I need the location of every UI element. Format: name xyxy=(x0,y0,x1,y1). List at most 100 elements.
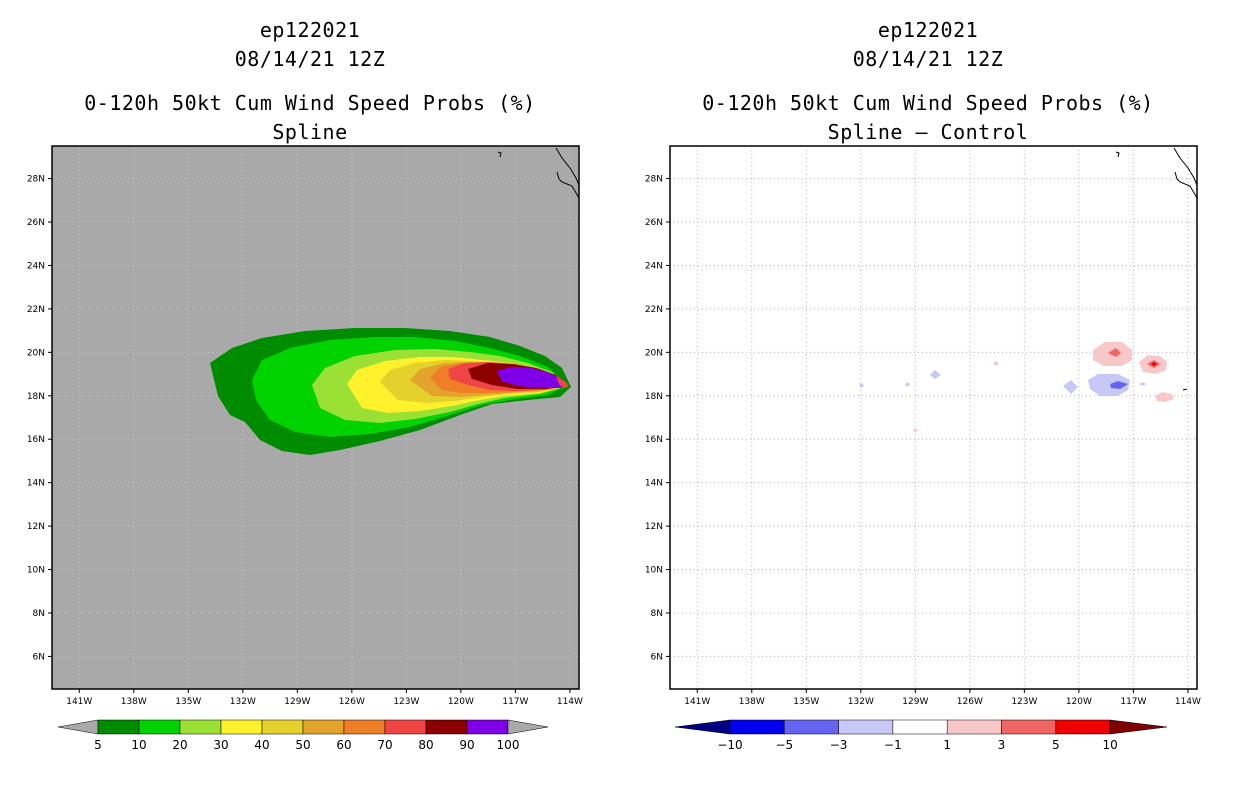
left-colorbar-swatch xyxy=(138,719,181,735)
right-xtick-label: 114W xyxy=(1175,697,1201,707)
left-colorbar-swatch xyxy=(220,719,263,735)
left-colorbar-label: 5 xyxy=(94,738,102,752)
diff-neg-blob-3 xyxy=(930,370,941,379)
right-ytick-label: 22N xyxy=(645,305,663,315)
left-colorbar-label: 10 xyxy=(131,738,146,752)
left-colorbar-swatch xyxy=(384,719,427,735)
right-xtick-label: 135W xyxy=(793,697,819,707)
left-colorbar-over-arrow xyxy=(507,719,549,735)
right-colorbar-swatch xyxy=(1055,719,1111,735)
right-colorbar-swatch xyxy=(784,719,839,735)
diff-pos-blob-4 xyxy=(993,361,999,366)
diff-neg-blob-2 xyxy=(1063,380,1078,394)
right-colorbar-label: −1 xyxy=(884,738,902,752)
right-xtick-label: 141W xyxy=(684,697,710,707)
diff-pos-core-1 xyxy=(1108,348,1121,357)
left-colorbar-label: 50 xyxy=(295,738,310,752)
left-xtick-label: 120W xyxy=(448,697,474,707)
left-ytick-label: 26N xyxy=(27,218,45,228)
right-colorbar-swatch xyxy=(838,719,894,735)
left-xtick-label: 135W xyxy=(175,697,201,707)
left-xtick-label: 114W xyxy=(557,697,583,707)
left-xtick-label: 138W xyxy=(121,697,147,707)
right-init-time: 08/14/21 12Z xyxy=(852,47,1004,71)
right-colorbar-over-arrow xyxy=(1109,719,1168,735)
right-map-background xyxy=(670,146,1197,689)
left-xtick-label: 117W xyxy=(502,697,528,707)
left-colorbar-label: 30 xyxy=(213,738,228,752)
left-ytick-label: 14N xyxy=(27,479,45,489)
left-gridlines xyxy=(52,146,579,689)
left-chart-title: 0-120h 50kt Cum Wind Speed Probs (%) xyxy=(84,91,536,115)
left-colorbar-swatch xyxy=(302,719,345,735)
diff-neg-blob-4 xyxy=(1139,382,1146,386)
right-ytick-label: 18N xyxy=(645,392,663,402)
left-xtick-label: 123W xyxy=(393,697,419,707)
right-ytick-label: 12N xyxy=(645,522,663,532)
left-colorbar-label: 100 xyxy=(497,738,520,752)
right-colorbar-label: −3 xyxy=(830,738,848,752)
right-xtick-label: 123W xyxy=(1011,697,1037,707)
right-xtick-label: 138W xyxy=(739,697,765,707)
right-ytick-label: 20N xyxy=(645,348,663,358)
diff-pos-blob-5 xyxy=(913,428,918,432)
right-coastline xyxy=(1115,147,1198,199)
left-map-frame xyxy=(51,145,580,690)
diff-pos-core-2b xyxy=(1151,362,1157,366)
right-gridlines xyxy=(670,146,1197,689)
left-ytick-label: 10N xyxy=(27,566,45,576)
diff-neg-core-1 xyxy=(1110,381,1128,389)
left-colorbar-under-arrow xyxy=(57,719,99,735)
right-colorbar-label: −5 xyxy=(775,738,793,752)
left-colorbar-label: 40 xyxy=(254,738,269,752)
right-xtick-label: 117W xyxy=(1120,697,1146,707)
left-colorbar-swatch xyxy=(466,719,509,735)
left-y-axis: 28N 26N 24N 22N 20N 18N 16N 14N 12N 10N 8N 6N xyxy=(27,175,52,662)
right-colorbar-swatch xyxy=(892,719,948,735)
right-ytick-label: 6N xyxy=(651,652,663,662)
left-ytick-label: 22N xyxy=(27,305,45,315)
right-colorbar-under-arrow xyxy=(674,719,731,735)
left-colorbar-label: 90 xyxy=(459,738,474,752)
left-ytick-label: 8N xyxy=(33,609,45,619)
right-chart-title: 0-120h 50kt Cum Wind Speed Probs (%) xyxy=(702,91,1154,115)
right-x-axis: 141W 138W 135W 132W 129W 126W 123W 120W 117W 114W xyxy=(684,689,1201,707)
right-ytick-label: 16N xyxy=(645,435,663,445)
right-ytick-label: 8N xyxy=(651,609,663,619)
right-colorbar-label: 3 xyxy=(998,738,1006,752)
left-xtick-label: 132W xyxy=(230,697,256,707)
left-colorbar: 5 10 20 30 40 50 60 70 80 90 100 xyxy=(57,719,549,752)
right-ytick-label: 10N xyxy=(645,566,663,576)
left-xtick-label: 141W xyxy=(66,697,92,707)
right-colorbar-label: 1 xyxy=(943,738,951,752)
right-y-axis: 28N 26N 24N 22N 20N 18N 16N 14N 12N 10N 8N 6N xyxy=(645,175,670,662)
right-chart-subtitle: Spline – Control xyxy=(827,120,1029,144)
left-ytick-label: 20N xyxy=(27,348,45,358)
right-ytick-label: 24N xyxy=(645,261,663,271)
right-xtick-label: 132W xyxy=(848,697,874,707)
prob-region-90 xyxy=(497,367,563,388)
left-x-axis: 141W 138W 135W 132W 129W 126W 123W 120W 117W 114W xyxy=(66,689,583,707)
left-ytick-label: 24N xyxy=(27,261,45,271)
right-colorbar: −10 −5 −3 −1 1 3 5 10 xyxy=(674,719,1168,752)
right-colorbar-swatch xyxy=(729,719,785,735)
left-colorbar-swatch xyxy=(261,719,304,735)
left-colorbar-label: 20 xyxy=(172,738,187,752)
right-colorbar-label: 10 xyxy=(1102,738,1117,752)
left-ytick-label: 18N xyxy=(27,392,45,402)
left-xtick-label: 126W xyxy=(339,697,365,707)
left-colorbar-label: 60 xyxy=(336,738,351,752)
left-storm-id: ep122021 xyxy=(259,18,361,42)
prob-region-100 xyxy=(556,376,569,387)
right-colorbar-swatch xyxy=(1001,719,1057,735)
left-init-time: 08/14/21 12Z xyxy=(234,47,386,71)
left-coastline xyxy=(497,147,580,199)
right-colorbar-label: −10 xyxy=(717,738,742,752)
left-colorbar-swatch xyxy=(97,719,140,735)
left-colorbar-swatch xyxy=(425,719,468,735)
right-colorbar-swatch xyxy=(946,719,1002,735)
right-map-frame xyxy=(669,145,1198,690)
left-colorbar-swatch xyxy=(179,719,222,735)
